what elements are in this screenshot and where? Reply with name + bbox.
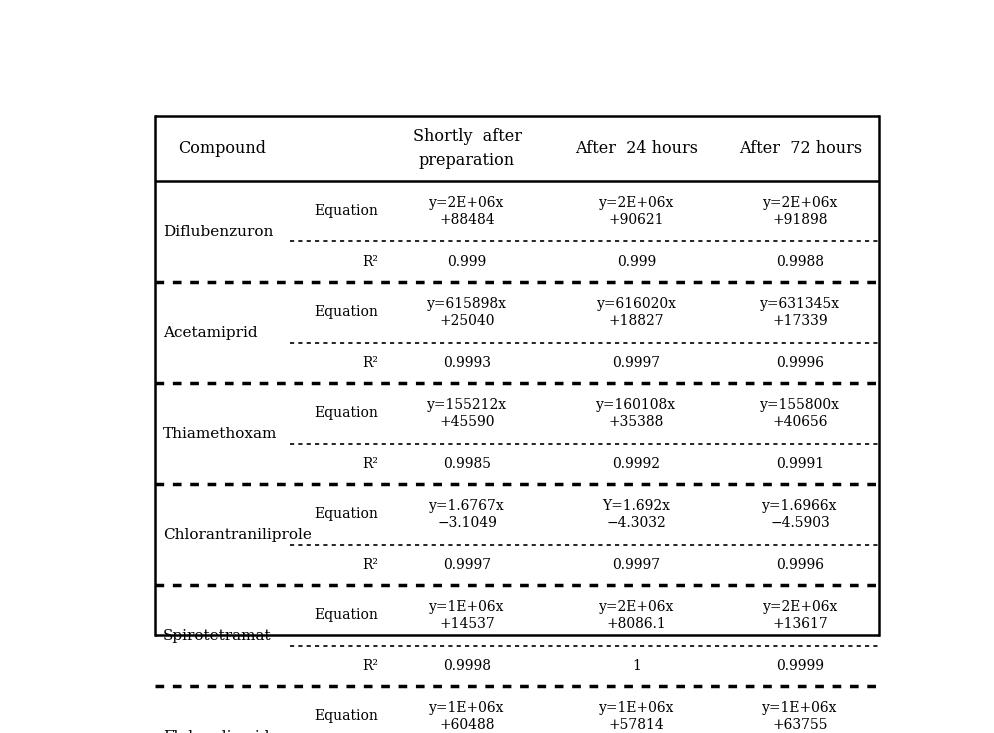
Text: y=631345x
+17339: y=631345x +17339 xyxy=(760,297,840,328)
Text: y=2E+06x
+88484: y=2E+06x +88484 xyxy=(429,196,505,227)
Text: R²: R² xyxy=(363,558,379,572)
Text: y=155800x
+40656: y=155800x +40656 xyxy=(760,398,840,429)
Text: Equation: Equation xyxy=(314,710,379,723)
Text: y=1E+06x
+14537: y=1E+06x +14537 xyxy=(429,600,505,631)
Text: 0.9996: 0.9996 xyxy=(776,558,824,572)
Text: After  72 hours: After 72 hours xyxy=(739,140,862,157)
Text: 0.9997: 0.9997 xyxy=(612,356,661,370)
Text: Diflubenzuron: Diflubenzuron xyxy=(163,224,273,239)
Text: Equation: Equation xyxy=(314,608,379,622)
Text: R²: R² xyxy=(363,255,379,269)
Text: R²: R² xyxy=(363,659,379,673)
Text: Acetamiprid: Acetamiprid xyxy=(163,325,257,339)
Text: Equation: Equation xyxy=(314,306,379,320)
Text: 0.9992: 0.9992 xyxy=(612,457,661,471)
Text: 0.999: 0.999 xyxy=(447,255,487,269)
Text: 0.9998: 0.9998 xyxy=(443,659,491,673)
Text: R²: R² xyxy=(363,356,379,370)
Text: Chlorantraniliprole: Chlorantraniliprole xyxy=(163,528,312,542)
Text: 0.9991: 0.9991 xyxy=(776,457,824,471)
Text: y=1E+06x
+63755: y=1E+06x +63755 xyxy=(762,701,838,732)
Text: y=160108x
+35388: y=160108x +35388 xyxy=(596,398,677,429)
Text: After  24 hours: After 24 hours xyxy=(576,140,698,157)
Text: 0.9999: 0.9999 xyxy=(776,659,824,673)
Text: y=1E+06x
+60488: y=1E+06x +60488 xyxy=(429,701,505,732)
Text: 0.9988: 0.9988 xyxy=(776,255,824,269)
Text: y=2E+06x
+91898: y=2E+06x +91898 xyxy=(762,196,838,227)
Text: Equation: Equation xyxy=(314,205,379,218)
Text: Compound: Compound xyxy=(179,140,266,157)
Text: 0.999: 0.999 xyxy=(617,255,656,269)
Text: y=1.6966x
−4.5903: y=1.6966x −4.5903 xyxy=(762,498,838,530)
Text: 0.9996: 0.9996 xyxy=(776,356,824,370)
Text: Equation: Equation xyxy=(314,507,379,521)
Text: y=1.6767x
−3.1049: y=1.6767x −3.1049 xyxy=(429,498,505,530)
Text: Shortly  after
preparation: Shortly after preparation xyxy=(413,128,522,169)
Text: y=615898x
+25040: y=615898x +25040 xyxy=(427,297,507,328)
Text: R²: R² xyxy=(363,457,379,471)
Text: y=2E+06x
+8086.1: y=2E+06x +8086.1 xyxy=(598,600,674,631)
Text: Thiamethoxam: Thiamethoxam xyxy=(163,427,277,441)
Text: y=2E+06x
+13617: y=2E+06x +13617 xyxy=(762,600,838,631)
Text: y=616020x
+18827: y=616020x +18827 xyxy=(596,297,677,328)
Text: Flubendiamide: Flubendiamide xyxy=(163,730,278,733)
Text: 0.9997: 0.9997 xyxy=(443,558,491,572)
Text: Equation: Equation xyxy=(314,406,379,420)
Text: y=2E+06x
+90621: y=2E+06x +90621 xyxy=(598,196,674,227)
Text: 0.9993: 0.9993 xyxy=(443,356,491,370)
Text: y=1E+06x
+57814: y=1E+06x +57814 xyxy=(598,701,674,732)
Text: 1: 1 xyxy=(632,659,641,673)
Text: y=155212x
+45590: y=155212x +45590 xyxy=(427,398,507,429)
Text: 0.9985: 0.9985 xyxy=(443,457,491,471)
Text: Y=1.692x
−4.3032: Y=1.692x −4.3032 xyxy=(602,498,671,530)
Text: Spirotetramat: Spirotetramat xyxy=(163,629,271,643)
Text: 0.9997: 0.9997 xyxy=(612,558,661,572)
